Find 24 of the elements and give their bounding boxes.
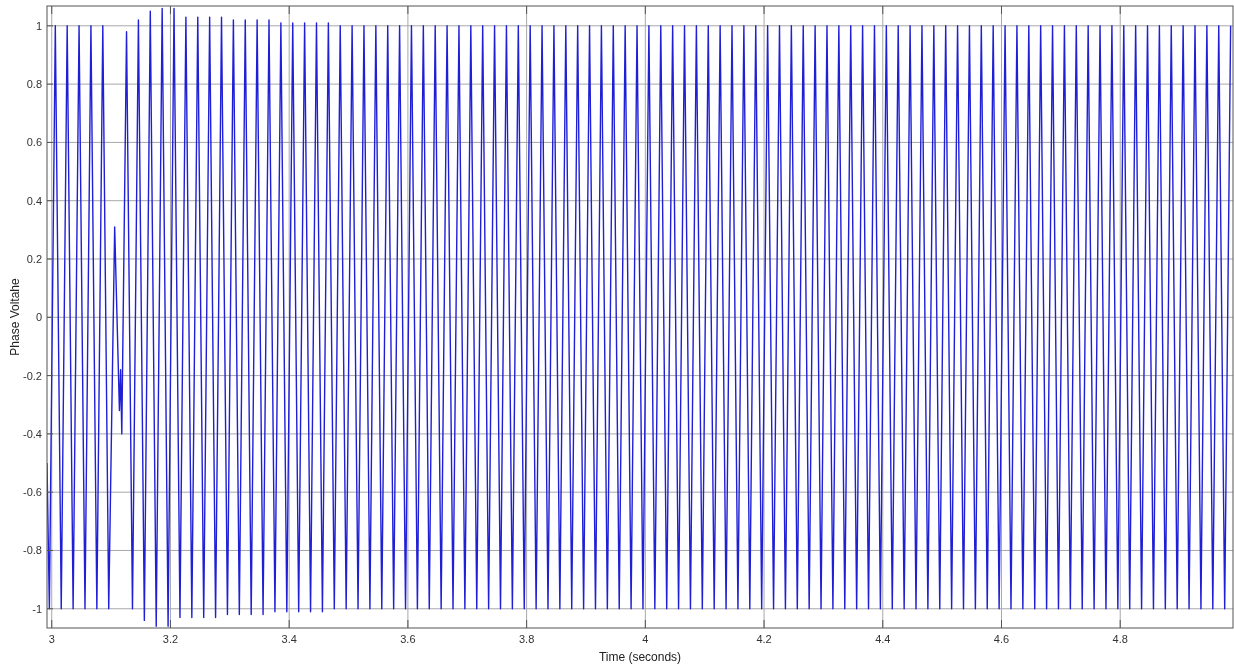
x-tick-label: 3: [48, 633, 55, 645]
y-tick-label: -0.2: [23, 369, 42, 382]
y-tick-label: 0.4: [26, 194, 42, 207]
y-tick-label: -0.6: [23, 486, 42, 499]
x-tick-label: 4.4: [875, 633, 891, 645]
y-axis-title: Phase Voltahe: [8, 277, 22, 356]
y-tick-label: 0.8: [26, 78, 42, 91]
x-tick-label: 3.2: [162, 633, 179, 645]
x-tick-label: 4.6: [993, 633, 1010, 645]
line-series: [47, 7, 1232, 627]
y-tick-label: -0.4: [23, 427, 42, 440]
y-tick-label: 0.6: [26, 136, 42, 149]
x-tick-label: 4.8: [1112, 633, 1128, 645]
x-tick-label: 4.2: [756, 633, 772, 645]
y-tick-label: 0.2: [26, 253, 42, 265]
y-tick-label: -0.8: [23, 544, 42, 557]
y-tick-label: -1: [32, 602, 42, 615]
x-axis-title: Time (seconds): [598, 650, 682, 664]
y-tick-label: 0: [35, 311, 42, 324]
x-tick-label: 3.4: [281, 633, 297, 645]
x-tick-label: 3.8: [518, 633, 535, 645]
y-tick-label: 1: [35, 19, 42, 32]
x-tick-label: 4: [642, 633, 649, 645]
x-tick-label: 3.6: [400, 633, 416, 645]
